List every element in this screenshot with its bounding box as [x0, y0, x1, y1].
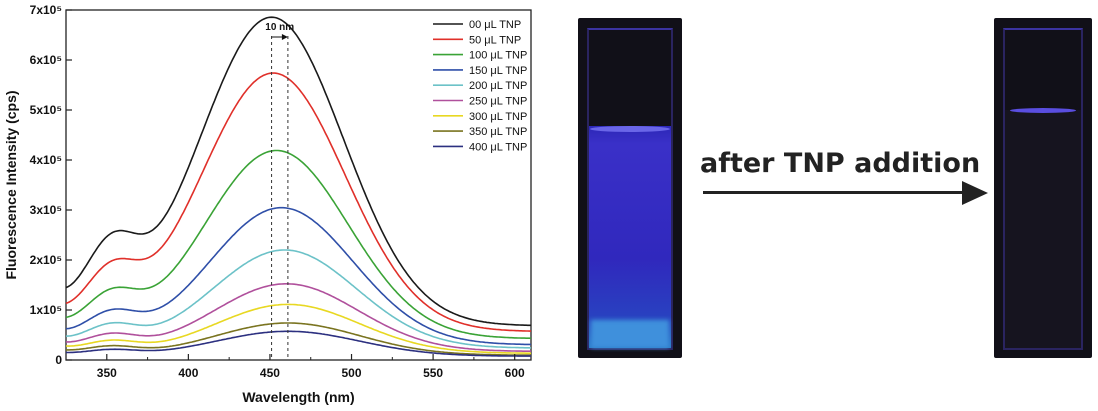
cuvette-after-photo — [994, 18, 1092, 358]
y-tick-label: 0 — [55, 353, 62, 367]
legend-label: 400 μL TNP — [469, 141, 527, 153]
legend-label: 150 μL TNP — [469, 65, 527, 77]
series-line-8 — [66, 330, 531, 357]
x-axis-title: Wavelength (nm) — [242, 389, 354, 405]
plot-frame — [65, 9, 532, 361]
x-tick-label: 600 — [505, 366, 525, 380]
cuvette-before-photo — [578, 18, 682, 358]
series-line-4 — [65, 249, 532, 349]
series-group — [65, 16, 532, 357]
quenched-liquid — [1005, 110, 1081, 348]
series-line-0 — [65, 16, 531, 327]
y-tick-label: 3x10⁵ — [30, 203, 62, 217]
fluorescent-liquid — [589, 126, 671, 348]
cuvette-wall — [1003, 28, 1083, 350]
x-tick-label: 350 — [97, 366, 117, 380]
bottom-glow — [591, 320, 669, 348]
shift-arrow-head — [281, 34, 288, 40]
legend-label: 300 μL TNP — [469, 111, 527, 123]
legend-label: 200 μL TNP — [469, 80, 527, 92]
plot-border — [65, 9, 532, 361]
legend: 00 μL TNP 50 μL TNP 100 μL TNP 150 μL TNP 20… — [433, 19, 527, 153]
arrow-caption: after TNP addition — [700, 148, 981, 179]
y-tick-label: 4x10⁵ — [30, 153, 62, 167]
y-tick-label: 1x10⁵ — [30, 303, 62, 317]
legend-label: 350 μL TNP — [469, 126, 527, 138]
legend-label: 50 μL TNP — [469, 34, 521, 46]
legend-label: 100 μL TNP — [469, 50, 527, 62]
meniscus — [1010, 108, 1076, 113]
y-tick-label: 6x10⁵ — [30, 53, 62, 67]
series-line-7 — [65, 322, 531, 356]
series-line-3 — [65, 206, 532, 346]
x-tick-label: 500 — [342, 366, 362, 380]
x-tick-label: 550 — [423, 366, 443, 380]
peak-shift-annotation: 10 nm — [265, 22, 294, 360]
cuvette-wall — [587, 28, 673, 350]
legend-label: 00 μL TNP — [469, 19, 521, 31]
x-tick-label: 450 — [260, 366, 280, 380]
ticks-group: 350 400 450 500 550 600 0 1x10⁵ 2x10⁵ 3x10⁵ 4x10⁵ 5… — [30, 3, 525, 380]
series-line-1 — [65, 72, 531, 332]
fluorescence-chart: 350 400 450 500 550 600 0 1x10⁵ 2x10⁵ 3x10⁵ 4x10⁵ 5… — [3, 3, 532, 405]
series-line-2 — [65, 149, 532, 340]
y-axis-title: Fluorescence Intensity (cps) — [3, 90, 19, 279]
arrow-head-icon — [962, 181, 988, 205]
arrow-shaft — [703, 191, 965, 194]
series-line-5 — [66, 283, 531, 352]
y-tick-label: 7x10⁵ — [30, 3, 62, 17]
y-tick-label: 2x10⁵ — [30, 253, 62, 267]
shift-annotation-label: 10 nm — [265, 22, 294, 33]
meniscus — [590, 126, 670, 132]
x-tick-label: 400 — [178, 366, 198, 380]
y-tick-label: 5x10⁵ — [30, 103, 62, 117]
series-line-6 — [65, 303, 531, 354]
legend-label: 250 μL TNP — [469, 96, 527, 108]
